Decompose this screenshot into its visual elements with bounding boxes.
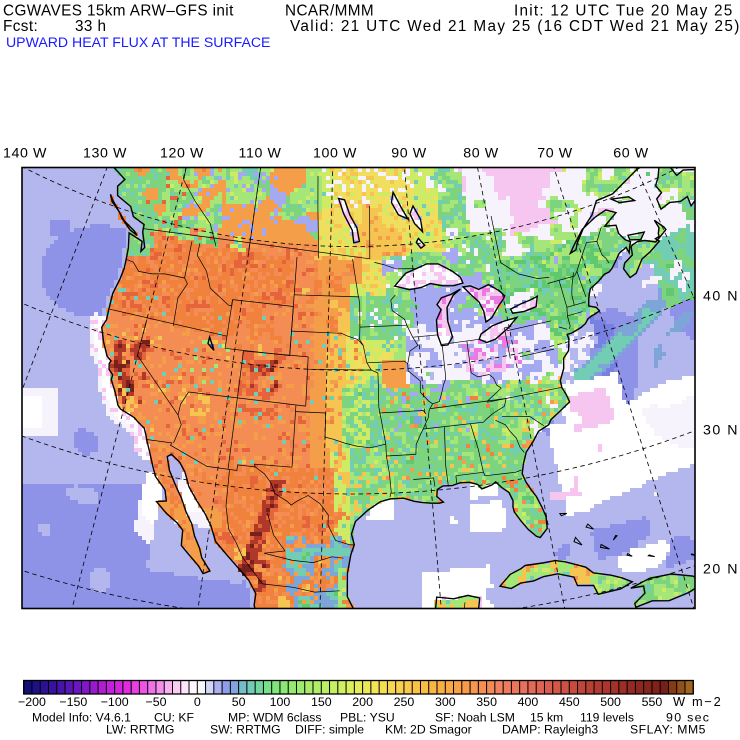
svg-text:UPWARD HEAT FLUX AT THE SURFAC: UPWARD HEAT FLUX AT THE SURFACE (6, 34, 270, 50)
svg-text:PBL: YSU: PBL: YSU (340, 711, 395, 725)
svg-text:350: 350 (476, 695, 497, 709)
svg-text:15 km: 15 km (530, 711, 563, 725)
svg-text:50: 50 (232, 695, 246, 709)
svg-text:550: 550 (642, 695, 663, 709)
svg-text:Init: 12 UTC Tue 20 May 25: Init: 12 UTC Tue 20 May 25 (514, 3, 734, 20)
svg-text:20 N: 20 N (703, 562, 739, 578)
svg-text:100 W: 100 W (313, 146, 357, 162)
svg-text:60 W: 60 W (613, 146, 649, 162)
svg-text:200: 200 (352, 695, 373, 709)
svg-text:Valid: 21 UTC Wed 21 May 25 (1: Valid: 21 UTC Wed 21 May 25 (16 CDT Wed … (290, 18, 740, 35)
svg-text:−150: −150 (59, 695, 87, 709)
svg-text:110 W: 110 W (239, 146, 282, 162)
svg-text:100: 100 (270, 695, 291, 709)
svg-text:70 W: 70 W (537, 146, 573, 162)
svg-text:119 levels: 119 levels (580, 711, 634, 725)
svg-text:−200: −200 (18, 695, 46, 709)
svg-text:−100: −100 (101, 695, 129, 709)
svg-text:80 W: 80 W (463, 146, 499, 162)
svg-text:W m−2: W m−2 (673, 694, 722, 709)
svg-text:90 sec: 90 sec (666, 711, 710, 725)
svg-text:0: 0 (194, 695, 201, 709)
svg-text:DIFF: simple: DIFF: simple (295, 723, 364, 737)
svg-text:40 N: 40 N (703, 289, 739, 305)
svg-text:400: 400 (518, 695, 539, 709)
svg-text:90 W: 90 W (391, 146, 427, 162)
svg-text:150: 150 (311, 695, 332, 709)
svg-text:CU: KF: CU: KF (154, 711, 194, 725)
svg-text:NCAR/MMM: NCAR/MMM (285, 3, 374, 20)
svg-text:250: 250 (394, 695, 415, 709)
svg-text:500: 500 (600, 695, 621, 709)
svg-text:Model Info: V4.6.1: Model Info: V4.6.1 (32, 711, 131, 725)
svg-text:KM: 2D Smagor: KM: 2D Smagor (385, 723, 472, 737)
svg-text:MP: WDM 6class: MP: WDM 6class (228, 711, 321, 725)
svg-text:DAMP: Rayleigh3: DAMP: Rayleigh3 (502, 723, 598, 737)
svg-text:30 N: 30 N (703, 423, 739, 439)
svg-text:33 h: 33 h (75, 18, 106, 35)
svg-text:LW: RRTMG: LW: RRTMG (106, 723, 174, 737)
svg-text:130 W: 130 W (83, 146, 127, 162)
svg-text:Fcst:: Fcst: (3, 18, 38, 35)
svg-text:450: 450 (559, 695, 580, 709)
svg-text:SW: RRTMG: SW: RRTMG (210, 723, 281, 737)
svg-text:120 W: 120 W (160, 146, 204, 162)
svg-text:−50: −50 (145, 695, 166, 709)
svg-text:SFLAY: MM5: SFLAY: MM5 (630, 723, 706, 737)
svg-text:CGWAVES 15km ARW–GFS init: CGWAVES 15km ARW–GFS init (3, 3, 234, 20)
svg-text:SF: Noah LSM: SF: Noah LSM (435, 711, 515, 725)
svg-text:300: 300 (435, 695, 456, 709)
svg-text:140 W: 140 W (3, 146, 47, 162)
